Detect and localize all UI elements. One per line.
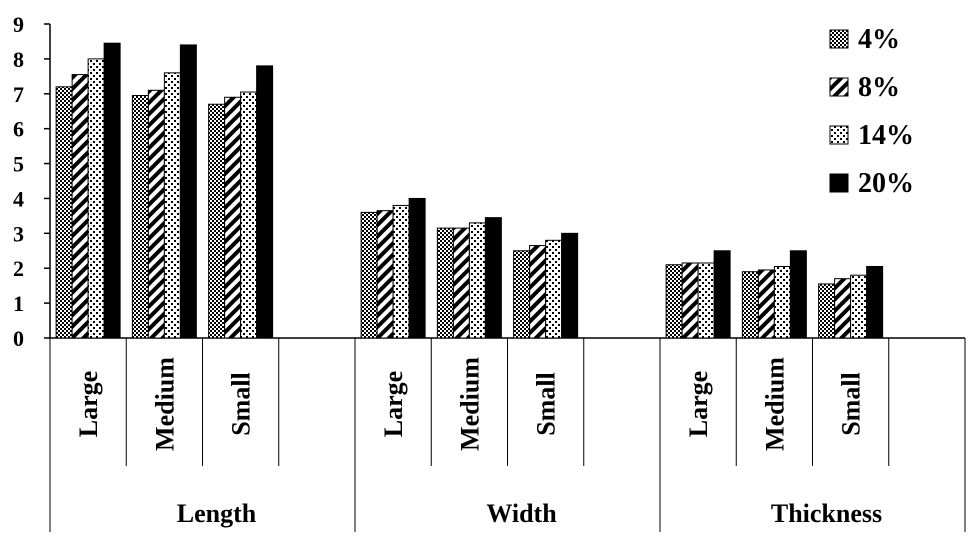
- bar-4pct-thickness-medium: [741, 271, 759, 339]
- group-label: Width: [486, 499, 557, 528]
- group-label: Thickness: [771, 499, 882, 528]
- bar-20pct-width-small: [561, 232, 579, 339]
- category-label: Medium: [150, 357, 179, 451]
- bar-8pct-thickness-small: [834, 278, 852, 339]
- y-tick-label: 6: [13, 117, 24, 142]
- bar-14pct-length-large: [87, 58, 105, 339]
- bar-14pct-thickness-small: [850, 274, 868, 339]
- y-tick-label: 8: [13, 47, 24, 72]
- legend-swatch-8pct: [829, 77, 849, 97]
- y-tick-label: 2: [13, 256, 24, 281]
- category-label: Medium: [760, 357, 789, 451]
- bar-8pct-thickness-medium: [757, 269, 775, 339]
- legend-label: 4%: [858, 24, 900, 55]
- legend-label: 20%: [858, 168, 914, 199]
- bar-8pct-width-medium: [452, 227, 470, 339]
- category-label: Small: [532, 372, 561, 436]
- bar-4pct-width-medium: [436, 227, 454, 339]
- bar-20pct-length-large: [103, 42, 121, 339]
- category-label: Small: [227, 372, 256, 436]
- y-tick-label: 9: [13, 12, 24, 37]
- bar-20pct-thickness-small: [866, 265, 884, 339]
- category-label: Small: [837, 372, 866, 436]
- category-label: Large: [74, 371, 103, 437]
- bar-20pct-width-large: [408, 197, 426, 339]
- y-tick-label: 0: [13, 326, 24, 351]
- legend-swatch-20pct: [829, 173, 849, 193]
- bar-20pct-width-medium: [484, 217, 502, 339]
- bar-4pct-thickness-large: [665, 264, 683, 339]
- legend-swatch-14pct: [829, 125, 849, 145]
- y-tick-label: 3: [13, 221, 24, 246]
- bar-20pct-length-medium: [179, 44, 197, 339]
- legend: 4% 8% 14% 20%: [829, 24, 914, 199]
- y-tick-label: 7: [13, 82, 24, 107]
- group-label: Length: [177, 499, 257, 528]
- bar-4pct-length-medium: [131, 95, 149, 339]
- bar-8pct-width-large: [376, 210, 394, 339]
- bar-8pct-length-medium: [147, 89, 165, 339]
- axes: 0 1 2 3 4 5 6 7 8 9: [13, 12, 966, 532]
- bar-14pct-length-small: [240, 91, 258, 339]
- bars: [55, 42, 884, 339]
- bar-8pct-length-small: [224, 96, 242, 339]
- bar-14pct-width-medium: [468, 222, 486, 339]
- bar-4pct-length-large: [55, 86, 73, 339]
- y-tick-label: 5: [13, 152, 24, 177]
- bar-8pct-width-small: [529, 245, 547, 339]
- legend-swatch-4pct: [829, 29, 849, 49]
- category-label: Medium: [455, 357, 484, 451]
- bar-14pct-width-small: [545, 239, 563, 339]
- bar-4pct-width-small: [513, 250, 531, 339]
- y-tick-label: 1: [13, 291, 24, 316]
- legend-label: 8%: [858, 72, 900, 103]
- bar-14pct-width-large: [392, 204, 410, 339]
- category-labels: Large Medium Small Length Large Medium Small Wi…: [74, 357, 882, 528]
- bar-14pct-thickness-large: [697, 262, 715, 339]
- bar-20pct-thickness-large: [713, 250, 731, 339]
- bar-20pct-length-small: [256, 65, 274, 339]
- bar-14pct-thickness-medium: [773, 265, 791, 339]
- category-label: Large: [684, 371, 713, 437]
- legend-label: 14%: [858, 120, 914, 151]
- bar-14pct-length-medium: [163, 72, 181, 339]
- bar-4pct-thickness-small: [818, 283, 836, 339]
- category-label: Large: [379, 371, 408, 437]
- bar-4pct-width-large: [360, 211, 378, 339]
- y-tick-label: 4: [13, 186, 24, 211]
- bar-8pct-length-large: [71, 74, 89, 339]
- bar-4pct-length-small: [208, 103, 226, 339]
- bar-20pct-thickness-medium: [789, 250, 807, 339]
- bar-8pct-thickness-large: [681, 262, 699, 339]
